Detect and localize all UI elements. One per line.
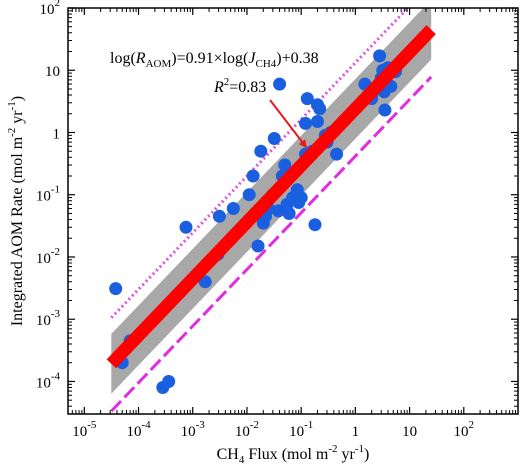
- y-tick-label: 10: [45, 64, 60, 80]
- plot-area: [106, 8, 436, 413]
- y-tick-label: 10-4: [36, 370, 61, 391]
- y-tick-label: 10-2: [36, 246, 60, 267]
- x-tick-label: 10-3: [181, 419, 206, 440]
- x-tick-label: 1: [352, 424, 360, 440]
- upper-bound-line: [110, 8, 410, 319]
- data-point: [294, 191, 308, 205]
- x-tick-label: 10-4: [126, 419, 151, 440]
- data-point: [162, 375, 176, 388]
- data-point: [246, 169, 260, 183]
- data-point: [378, 103, 392, 117]
- x-tick-label: 10-1: [289, 419, 313, 440]
- fit-equation: log(RAOM)=0.91×log(JCH4)+0.38: [110, 50, 319, 70]
- r-squared-label: R2=0.83: [213, 76, 266, 96]
- data-point: [273, 77, 287, 91]
- data-point: [109, 282, 123, 296]
- data-point: [373, 49, 387, 63]
- data-point: [299, 116, 312, 130]
- y-axis-label: Integrated AOM Rate (mol m-2 yr-1): [6, 96, 26, 326]
- x-tick-label: 10: [402, 424, 417, 440]
- data-point: [242, 188, 256, 202]
- data-point: [278, 158, 292, 172]
- fit-line: [106, 25, 436, 369]
- data-point: [267, 132, 281, 145]
- data-point: [251, 239, 265, 253]
- y-tick-label: 102: [40, 0, 61, 18]
- x-tick-label: 10-5: [72, 419, 97, 440]
- y-tick-label: 10-1: [36, 184, 60, 205]
- data-point: [254, 144, 268, 158]
- axis-ticks: 10-5 10-4 10-3 10-2 10-1 1 10 102 10-4 10-3 10-2 10…: [36, 0, 518, 440]
- x-tick-label: 102: [454, 419, 475, 440]
- y-tick-label: 10-3: [36, 308, 61, 329]
- data-point: [311, 115, 324, 128]
- data-point: [212, 209, 226, 223]
- data-point: [226, 202, 240, 215]
- data-point: [179, 220, 193, 234]
- lower-bound-line: [110, 75, 433, 413]
- x-axis-label: CH4 Flux (mol m-2 yr-1): [217, 443, 370, 465]
- annotation-arrow: [269, 99, 308, 149]
- x-tick-label: 10-2: [235, 419, 259, 440]
- data-point: [300, 92, 314, 106]
- data-point: [313, 102, 327, 116]
- data-point: [330, 147, 344, 161]
- data-point: [308, 218, 322, 232]
- y-tick-label: 1: [53, 126, 61, 142]
- data-point: [282, 207, 296, 220]
